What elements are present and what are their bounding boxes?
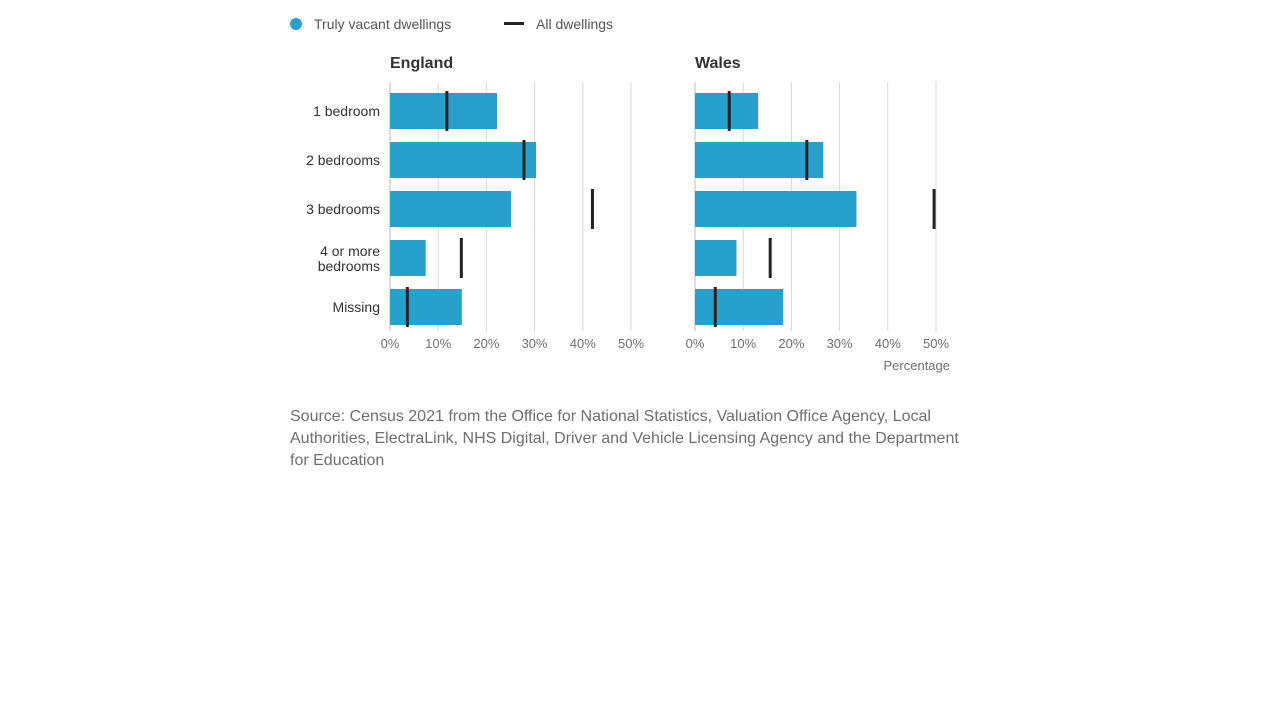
legend-vacant-label: Truly vacant dwellings: [314, 16, 451, 32]
x-tick-label: 50%: [618, 336, 644, 351]
bar-truly-vacant: [695, 191, 857, 227]
category-label: 4 or more bedrooms: [318, 243, 380, 274]
marker-all-dwellings: [590, 189, 594, 229]
bar-truly-vacant: [695, 142, 824, 178]
x-tick-label: 10%: [730, 336, 756, 351]
x-tick-label: 20%: [778, 336, 804, 351]
bar-truly-vacant: [390, 191, 511, 227]
marker-all-dwellings: [932, 189, 936, 229]
marker-all-dwellings: [405, 287, 409, 327]
marker-all-dwellings: [522, 140, 526, 180]
chart: Truly vacant dwellings All dwellings Eng…: [290, 16, 951, 373]
bar-truly-vacant: [390, 142, 537, 178]
bar-truly-vacant: [390, 240, 426, 276]
category-label: 1 bedroom: [313, 103, 380, 119]
bar-truly-vacant: [390, 289, 462, 325]
source-note: Source: Census 2021 from the Office for …: [290, 408, 959, 469]
bar-truly-vacant: [695, 93, 759, 129]
bar-truly-vacant: [695, 240, 737, 276]
category-label: Missing: [333, 299, 380, 315]
x-tick-label: 40%: [875, 336, 901, 351]
x-tick-label: 0%: [686, 336, 705, 351]
marker-all-dwellings: [805, 140, 809, 180]
legend-vacant-swatch: [290, 18, 302, 30]
legend-all-label: All dwellings: [536, 16, 613, 32]
panel-title: Wales: [695, 55, 741, 72]
bar-truly-vacant: [695, 289, 784, 325]
bar-truly-vacant: [390, 93, 498, 129]
x-tick-label: 20%: [473, 336, 499, 351]
marker-all-dwellings: [713, 287, 717, 327]
marker-all-dwellings: [459, 238, 463, 278]
category-label: 2 bedrooms: [306, 152, 380, 168]
panel-title: England: [390, 55, 453, 72]
category-label: 3 bedrooms: [306, 201, 380, 217]
marker-all-dwellings: [727, 91, 731, 131]
x-tick-label: 0%: [381, 336, 400, 351]
legend-all-swatch: [504, 22, 524, 25]
x-tick-label: 30%: [522, 336, 548, 351]
marker-all-dwellings: [445, 91, 449, 131]
marker-all-dwellings: [768, 238, 772, 278]
panel-wales: Wales 0% 10% 20% 30% 40% 50%: [686, 55, 950, 351]
x-tick-label: 50%: [923, 336, 949, 351]
chart-panels: England 0% 10% 20% 30% 40% 50% 1 bedroom 2 bedro…: [306, 55, 949, 351]
x-tick-label: 40%: [570, 336, 596, 351]
legend: Truly vacant dwellings All dwellings: [290, 16, 613, 32]
x-axis-title: Percentage: [884, 358, 951, 373]
panel-england: England 0% 10% 20% 30% 40% 50% 1 bedroom 2 bedro…: [306, 55, 644, 351]
x-tick-label: 30%: [827, 336, 853, 351]
x-tick-label: 10%: [425, 336, 451, 351]
